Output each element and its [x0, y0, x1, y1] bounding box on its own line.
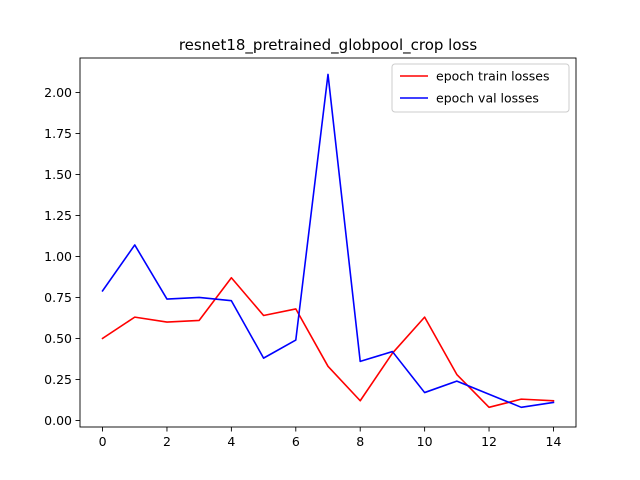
y-tick-label: 1.50: [44, 167, 72, 182]
series-line-0: [101, 276, 555, 409]
axes-frame: [79, 57, 577, 428]
x-tick-label: 12: [481, 434, 497, 449]
y-tick-label: 1.25: [44, 208, 72, 223]
y-tick-label: 1.75: [44, 126, 72, 141]
legend-label-0: epoch train losses: [436, 69, 549, 84]
x-tick-label: 6: [292, 434, 300, 449]
y-tick-label: 1.00: [44, 249, 72, 264]
x-tick-label: 4: [227, 434, 235, 449]
y-tick-label: 0.50: [44, 331, 72, 346]
y-tick-label: 0.00: [44, 413, 72, 428]
x-tick-label: 10: [417, 434, 433, 449]
chart-title: resnet18_pretrained_globpool_crop loss: [179, 36, 477, 55]
x-tick-label: 8: [356, 434, 364, 449]
y-tick-label: 0.75: [44, 290, 72, 305]
plot-area: [101, 73, 555, 409]
axes: 0 2 4 6 8 10 12 14 0.00 0.25 0.50 0.75 1.00 1.25 1.50 1…: [44, 57, 577, 449]
x-tick-label: 0: [99, 434, 107, 449]
x-tick-label: 2: [163, 434, 171, 449]
x-tick-label: 14: [546, 434, 562, 449]
legend-box: [391, 63, 570, 113]
legend: epoch train losses epoch val losses: [391, 63, 570, 113]
y-tick-label: 2.00: [44, 85, 72, 100]
y-tick-label: 0.25: [44, 372, 72, 387]
legend-label-1: epoch val losses: [436, 91, 539, 106]
series-line-1: [101, 73, 555, 409]
